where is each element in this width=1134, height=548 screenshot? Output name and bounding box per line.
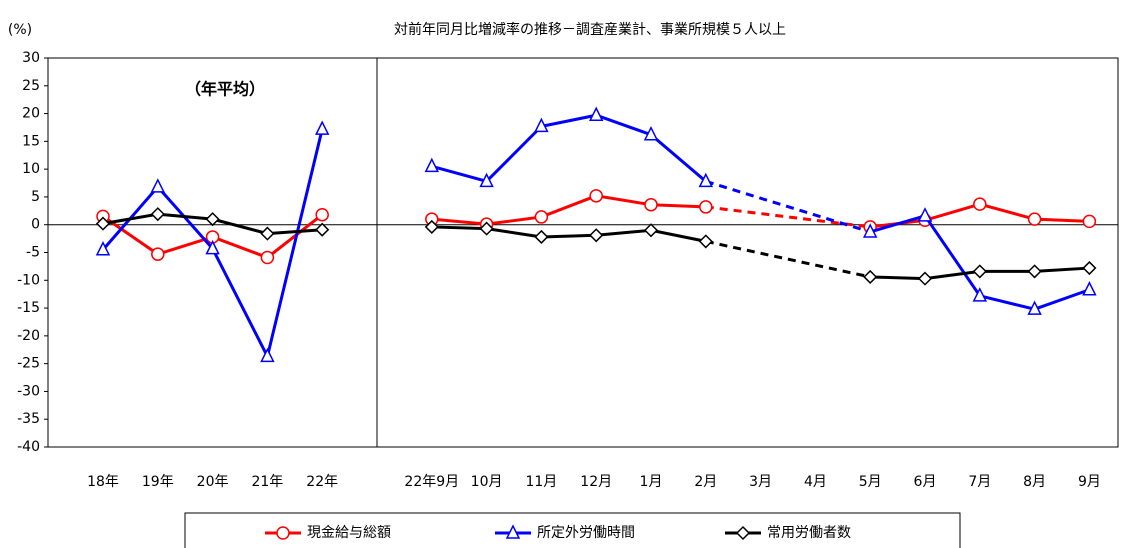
- data-point: [205, 212, 220, 227]
- legend-marker: [505, 524, 521, 539]
- data-point: [424, 157, 440, 173]
- x-tick-label: 22年: [306, 474, 338, 490]
- legend-label: 所定外労働時間: [537, 525, 635, 541]
- data-point: [315, 222, 330, 237]
- legend-label: 現金給与総額: [307, 525, 391, 541]
- data-point: [260, 347, 275, 363]
- data-point: [589, 228, 604, 243]
- x-tick-label: 10月: [471, 474, 503, 490]
- data-point: [643, 223, 659, 238]
- legend-marker: [735, 525, 751, 541]
- data-point: [863, 269, 878, 285]
- gap-connector: [705, 179, 871, 234]
- y-tick-label: 0: [31, 217, 40, 233]
- x-tick-label: 8月: [1023, 474, 1046, 490]
- data-point: [972, 287, 988, 302]
- data-point: [260, 226, 275, 241]
- data-point: [644, 197, 658, 212]
- data-point: [589, 189, 603, 203]
- x-tick-label: 2月: [694, 474, 717, 490]
- legend-marker: [276, 526, 290, 540]
- y-tick-label: 25: [22, 78, 40, 94]
- y-tick-label: 15: [22, 133, 40, 149]
- x-tick-label: 11月: [525, 474, 557, 490]
- series-line: [431, 113, 707, 184]
- data-point: [1027, 212, 1042, 226]
- data-point: [424, 219, 439, 234]
- data-point: [588, 106, 604, 121]
- x-tick-label: 22年9月: [404, 474, 459, 490]
- data-point: [95, 241, 111, 256]
- y-tick-label: -30: [17, 383, 40, 399]
- data-point: [698, 172, 714, 188]
- x-tick-label: 4月: [804, 474, 827, 490]
- data-point: [862, 223, 878, 238]
- annotation: （年平均）: [185, 80, 265, 99]
- x-tick-label: 18年: [87, 474, 119, 490]
- legend-box: [184, 512, 961, 548]
- data-point: [1027, 300, 1042, 315]
- y-tick-label: -20: [17, 328, 40, 344]
- data-point: [150, 178, 166, 193]
- x-tick-label: 20年: [197, 474, 229, 490]
- x-tick-label: 21年: [251, 474, 283, 490]
- series-line: [431, 225, 707, 243]
- legend-label: 常用労働者数: [767, 525, 851, 541]
- data-point: [314, 120, 330, 135]
- data-point: [1082, 214, 1097, 229]
- series-line: [431, 194, 706, 226]
- data-point: [699, 200, 713, 214]
- y-tick-label: -40: [17, 439, 40, 455]
- x-tick-label: 12月: [580, 474, 612, 490]
- y-tick-label: -25: [17, 356, 40, 372]
- x-tick-label: 1月: [640, 474, 663, 490]
- data-point: [973, 197, 987, 211]
- x-tick-label: 7月: [968, 474, 991, 490]
- data-point: [1027, 264, 1042, 279]
- x-tick-label: 19年: [142, 474, 174, 490]
- y-tick-label: 30: [22, 50, 40, 66]
- data-point: [534, 117, 549, 133]
- data-point: [1082, 260, 1097, 276]
- x-tick-label: 5月: [859, 474, 882, 490]
- data-point: [151, 247, 165, 261]
- gap-connector: [705, 239, 871, 279]
- data-point: [917, 271, 933, 286]
- y-tick-label: -35: [17, 411, 40, 427]
- y-tick-label: -10: [17, 272, 40, 288]
- chart-title: 対前年同月比増減率の推移－調査産業計、事業所規模５人以上: [394, 21, 786, 38]
- data-point: [534, 229, 549, 245]
- data-point: [917, 207, 933, 222]
- x-tick-label: 6月: [914, 474, 937, 490]
- y-tick-label: 10: [22, 161, 40, 177]
- data-point: [315, 207, 329, 222]
- data-point: [95, 216, 111, 231]
- data-point: [1082, 281, 1097, 296]
- data-point: [698, 234, 713, 249]
- data-point: [643, 126, 659, 141]
- data-point: [534, 210, 549, 224]
- data-point: [150, 207, 165, 222]
- data-point: [260, 250, 275, 265]
- x-tick-label: 3月: [749, 474, 772, 490]
- data-point: [205, 239, 220, 255]
- y-tick-label: -5: [26, 245, 40, 261]
- y-tick-label: 20: [22, 106, 40, 122]
- data-point: [972, 264, 987, 279]
- x-tick-label: 9月: [1078, 474, 1101, 490]
- data-point: [479, 221, 494, 236]
- y-tick-label: -15: [17, 300, 40, 316]
- data-point: [479, 172, 494, 188]
- y-axis-label: (%): [8, 22, 32, 38]
- y-tick-label: 5: [31, 189, 40, 205]
